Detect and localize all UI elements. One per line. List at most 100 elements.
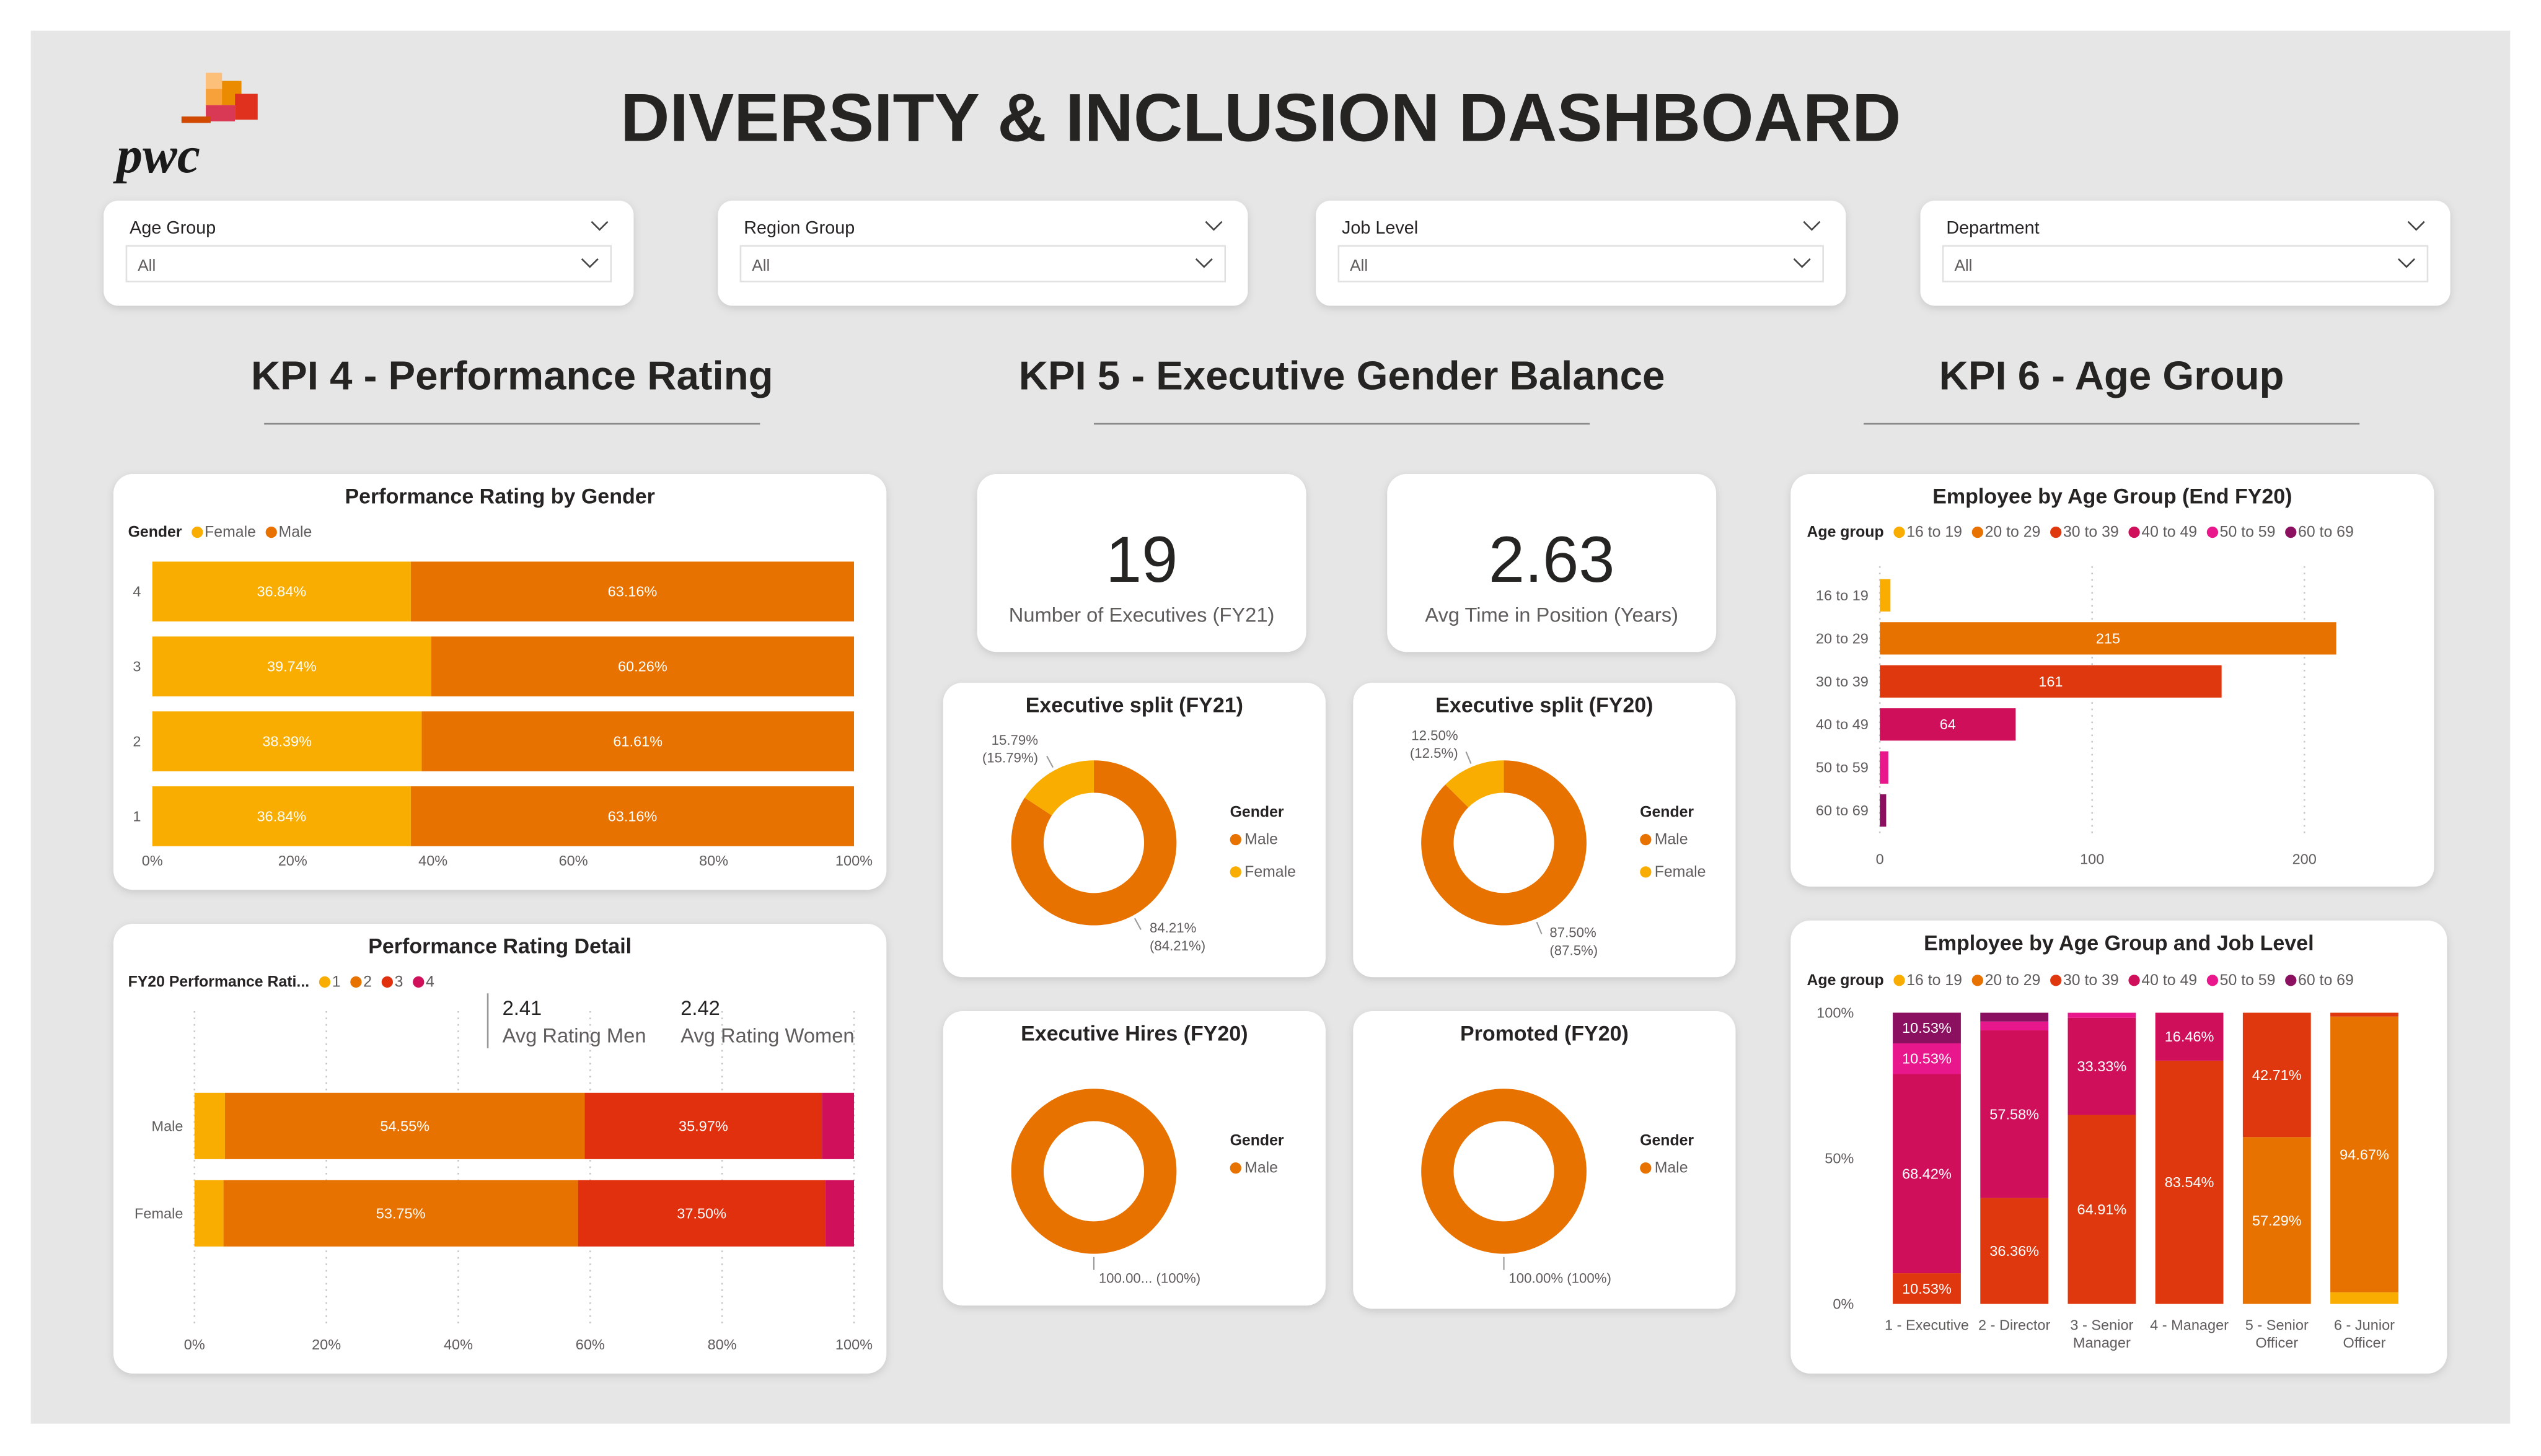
y-tick-label: 0% [1833, 1296, 1854, 1312]
slicer-label: Job Level [1342, 218, 1418, 238]
legend-label: 60 to 69 [2298, 972, 2354, 989]
slicer-label: Age Group [130, 218, 216, 238]
legend-label: 50 to 59 [2220, 972, 2276, 989]
data-label: 16.46% [2165, 1028, 2214, 1045]
legend-label: 40 to 49 [2141, 524, 2197, 541]
slicer[interactable]: Job Level All [1316, 200, 1846, 306]
data-label: 100.00... (100%) [1099, 1270, 1200, 1286]
legend-marker [2206, 526, 2219, 538]
data-label: 36.84% [257, 808, 306, 824]
y-tick-label: 40 to 49 [1816, 716, 1869, 732]
bar-segment [152, 636, 431, 696]
annotation-label: Avg Rating Men [503, 1024, 646, 1047]
legend-label: 1 [332, 973, 341, 990]
data-label: 100.00% (100%) [1508, 1270, 1611, 1286]
slicer[interactable]: Department All [1920, 200, 2451, 306]
data-label: 63.16% [608, 584, 658, 600]
slicer[interactable]: Age Group All [103, 200, 634, 306]
data-label: (15.79%) [982, 750, 1038, 766]
data-label: 94.67% [2340, 1146, 2389, 1162]
data-label: 33.33% [2077, 1058, 2127, 1074]
column-segment [2155, 1012, 2224, 1061]
chevron [1803, 221, 1821, 231]
leader-line [1536, 921, 1543, 934]
data-label: (84.21%) [1150, 938, 1205, 954]
chevron [1793, 258, 1811, 268]
slicer-box[interactable] [739, 245, 1226, 283]
data-label: 84.21% [1150, 920, 1196, 936]
x-tick-label-box: 4 - Manager [2150, 1317, 2229, 1333]
column-segment [1893, 1012, 1961, 1043]
legend-marker [2128, 526, 2140, 538]
x-tick-label: 1 - Executive [1884, 1317, 1970, 1333]
legend-label: 4 [426, 973, 434, 990]
x-tick-label: 40% [444, 1336, 473, 1353]
chart-title: Employee by Age Group and Job Level [1924, 931, 2314, 955]
chevron [2407, 221, 2425, 231]
bar-segment [194, 1092, 225, 1159]
column-segment [2242, 1012, 2311, 1138]
chevron [591, 221, 609, 231]
legend-marker [2050, 975, 2062, 986]
legend-marker [2285, 526, 2297, 538]
x-tick-label-box: 2 - Director [1978, 1317, 2050, 1333]
x-tick-label: 60% [576, 1336, 605, 1353]
donut-slice [1421, 760, 1587, 926]
donut-slice [1445, 760, 1504, 808]
slicer-box[interactable] [125, 245, 612, 283]
chart-title: Executive split (FY21) [1026, 693, 1243, 717]
legend-title: Gender [1640, 804, 1694, 820]
section-title: KPI 5 - Executive Gender Balance [1019, 353, 1665, 398]
x-tick-label: 4 - Manager [2150, 1317, 2229, 1333]
legend-label: 2 [363, 973, 372, 990]
slicer-box[interactable] [1942, 245, 2429, 283]
bar-segment [584, 1092, 822, 1159]
y-tick-label: 1 [133, 808, 141, 824]
legend-label: 30 to 39 [2063, 972, 2119, 989]
data-label: 61.61% [613, 734, 663, 750]
x-tick-label-box: 6 - Junior Officer [2333, 1317, 2395, 1351]
legend-label: 50 to 59 [2220, 524, 2276, 541]
slicer-value: All [138, 256, 156, 274]
logo-text: pwc [113, 126, 200, 184]
legend-label: 16 to 19 [1906, 524, 1962, 541]
legend-title: Gender [1230, 1132, 1284, 1149]
slicer-box[interactable] [1337, 245, 1824, 283]
data-label: 60.26% [618, 659, 667, 675]
legend-marker [1893, 975, 1905, 986]
data-label: 63.16% [608, 808, 658, 824]
bar-segment [223, 1180, 578, 1247]
column-segment [1980, 1012, 2049, 1022]
y-tick-label: Female [134, 1205, 183, 1221]
kpi-card [977, 474, 1306, 652]
x-tick-label: 0% [184, 1336, 205, 1353]
data-label: 10.53% [1902, 1281, 1952, 1297]
x-tick-label: 6 - Junior Officer [2333, 1317, 2395, 1351]
slicer-value: All [1350, 256, 1368, 274]
legend-label: 16 to 19 [1906, 972, 1962, 989]
kpi-label: Number of Executives (FY21) [1009, 603, 1275, 626]
legend-label: Male [1244, 831, 1278, 848]
bar-segment [224, 1092, 585, 1159]
kpi-label: Avg Time in Position (Years) [1425, 603, 1678, 626]
chart-title: Performance Rating by Gender [345, 485, 654, 509]
kpi-value: 2.63 [1489, 524, 1615, 596]
donut-slice [1024, 760, 1094, 816]
x-tick-label: 20% [278, 853, 307, 869]
bar-segment [410, 786, 854, 846]
donut-slice [1011, 760, 1177, 926]
x-tick-label-box: 3 - Senior Manager [2070, 1317, 2133, 1351]
y-tick-label: 50% [1825, 1151, 1854, 1167]
slicer[interactable]: Region Group All [718, 200, 1248, 306]
data-label: 10.53% [1902, 1020, 1952, 1036]
legend-label: 3 [395, 973, 403, 990]
logo-block [235, 94, 258, 120]
data-label: 39.74% [267, 659, 317, 675]
y-tick-label: 30 to 39 [1816, 673, 1869, 690]
bar [1880, 751, 1888, 784]
bar-segment [410, 561, 854, 622]
data-label: 161 [2038, 673, 2063, 690]
column-segment [1893, 1043, 1961, 1074]
data-label: 35.97% [679, 1118, 728, 1134]
